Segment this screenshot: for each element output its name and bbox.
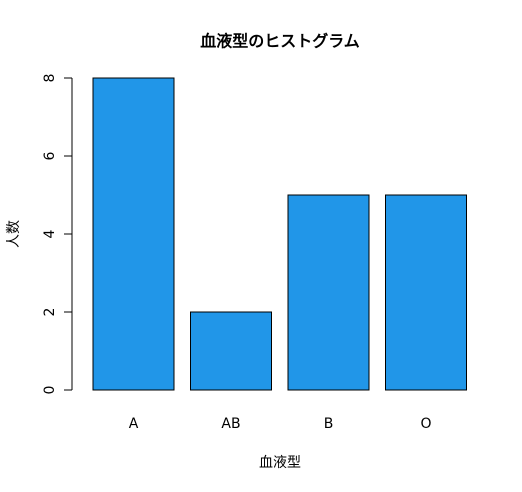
x-tick-label: A xyxy=(129,416,139,432)
bar xyxy=(92,77,175,391)
y-tick-label: 8 xyxy=(42,74,58,83)
y-axis-label: 人数 xyxy=(6,220,22,248)
y-tick-label: 6 xyxy=(42,151,58,160)
x-axis-label: 血液型 xyxy=(259,455,301,471)
y-tick-label: 2 xyxy=(42,308,58,317)
x-tick-label: B xyxy=(324,416,334,432)
chart-title: 血液型のヒストグラム xyxy=(200,32,360,51)
y-tick-label: 0 xyxy=(42,386,58,395)
y-tick-label: 4 xyxy=(42,229,58,238)
x-tick-label: O xyxy=(420,416,431,432)
bar xyxy=(385,194,467,391)
bar xyxy=(287,194,370,391)
x-tick-label: AB xyxy=(221,416,240,432)
bar xyxy=(190,311,272,391)
